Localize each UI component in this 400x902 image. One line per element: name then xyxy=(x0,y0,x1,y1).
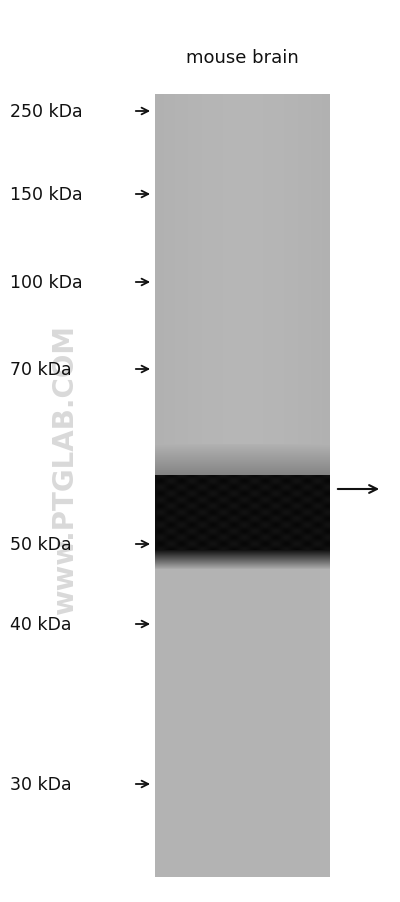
Text: 250 kDa: 250 kDa xyxy=(10,103,83,121)
Text: 40 kDa: 40 kDa xyxy=(10,615,72,633)
Text: mouse brain: mouse brain xyxy=(186,49,298,67)
Text: 150 kDa: 150 kDa xyxy=(10,186,83,204)
Text: 100 kDa: 100 kDa xyxy=(10,273,83,291)
Text: 70 kDa: 70 kDa xyxy=(10,361,72,379)
Text: 50 kDa: 50 kDa xyxy=(10,536,72,554)
Text: www.PTGLAB.COM: www.PTGLAB.COM xyxy=(51,324,79,614)
Text: 30 kDa: 30 kDa xyxy=(10,775,72,793)
